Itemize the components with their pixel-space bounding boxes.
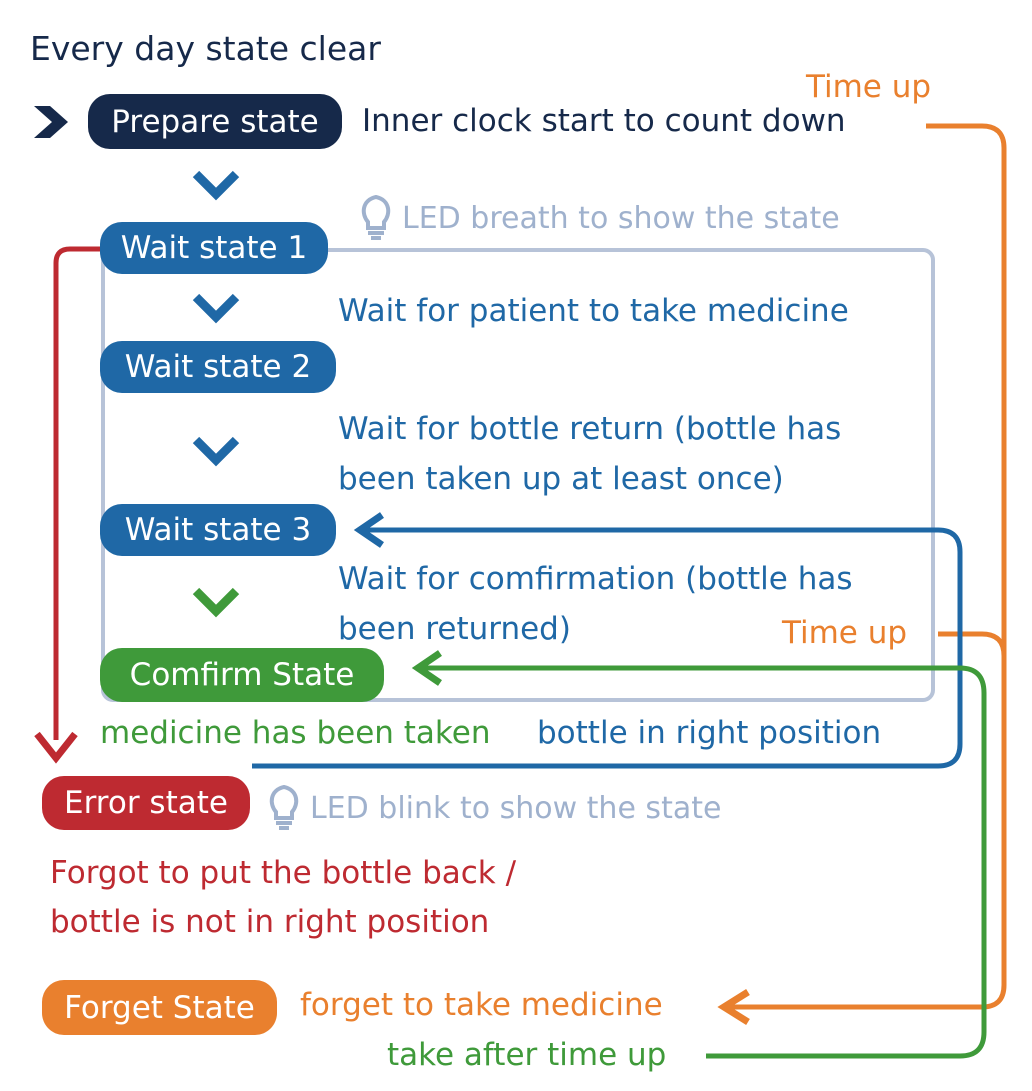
forget-state: Forget State (42, 980, 277, 1035)
chevron-down-icon (192, 587, 240, 618)
forget-take-label: forget to take medicine (300, 987, 663, 1023)
forget-connector (730, 123, 1007, 1010)
confirm-connector (420, 665, 987, 1059)
lightbulb-icon (269, 784, 299, 830)
bottle-position-label: bottle in right position (537, 715, 882, 751)
wait-state-2: Wait state 2 (100, 341, 336, 393)
wait-state-1: Wait state 1 (100, 222, 328, 274)
lightbulb-icon (361, 194, 391, 240)
chevron-down-icon (192, 293, 240, 324)
prepare-state: Prepare state (88, 94, 342, 149)
arrow-left-icon (411, 650, 442, 686)
wait-group-frame (101, 248, 935, 702)
led-blink-label: LED blink to show the state (310, 791, 722, 826)
error-connector (53, 246, 102, 740)
forget-connector-mid (938, 631, 1007, 657)
led-breath-label: LED breath to show the state (402, 201, 840, 236)
wait-state-3: Wait state 3 (100, 504, 336, 556)
error-state: Error state (42, 776, 250, 830)
countdown-label: Inner clock start to count down (362, 103, 846, 139)
forgot-label-line2: bottle is not in right position (50, 904, 490, 940)
wait-return-label-line1: Wait for bottle return (bottle has (338, 411, 842, 447)
arrow-left-icon (717, 989, 750, 1025)
take-after-label: take after time up (387, 1037, 667, 1073)
wait-return-label-line2: been taken up at least once) (338, 461, 784, 497)
wait-patient-label: Wait for patient to take medicine (338, 293, 849, 329)
chevron-right-icon (34, 106, 68, 138)
chevron-down-icon (192, 436, 240, 467)
time-up-label: Time up (782, 615, 908, 651)
forgot-label-line1: Forgot to put the bottle back / (50, 855, 517, 891)
arrow-down-icon (34, 731, 78, 764)
arrow-left-icon (353, 512, 384, 548)
wait3-connector (252, 527, 963, 769)
wait-confirm-label-line2: been returned) (338, 611, 571, 647)
chevron-down-icon (192, 170, 240, 201)
confirm-state: Comfirm State (100, 648, 384, 702)
wait-confirm-label-line1: Wait for comfirmation (bottle has (338, 561, 853, 597)
time-up-label: Time up (806, 69, 932, 105)
medicine-taken-label: medicine has been taken (100, 715, 491, 751)
page-title: Every day state clear (30, 29, 381, 68)
